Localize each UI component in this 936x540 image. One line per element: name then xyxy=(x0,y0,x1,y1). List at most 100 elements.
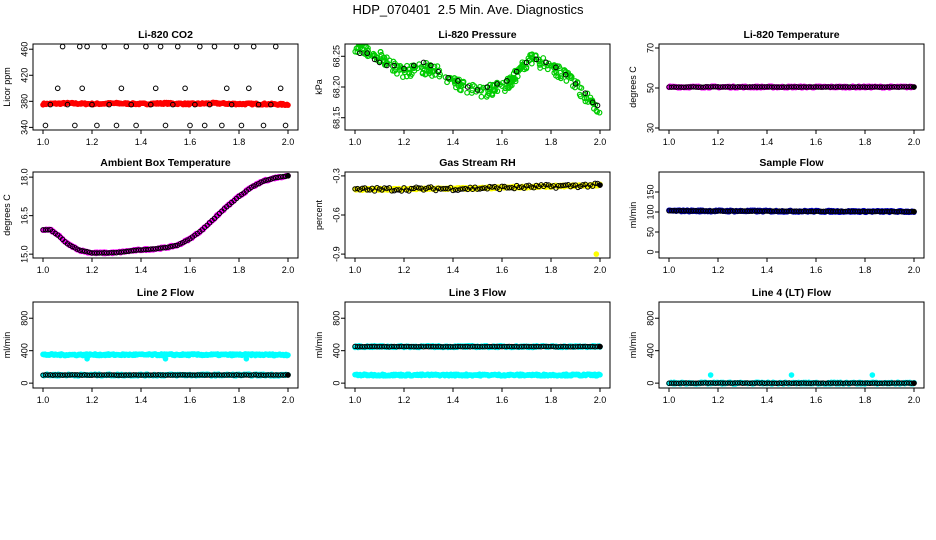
data-point xyxy=(720,380,726,386)
data-point xyxy=(150,246,156,252)
data-point xyxy=(681,380,687,386)
data-point xyxy=(695,208,702,214)
data-point xyxy=(382,61,389,68)
data-point xyxy=(442,343,449,350)
data-point xyxy=(428,343,434,350)
data-point xyxy=(570,182,576,189)
data-point xyxy=(400,74,406,81)
data-point xyxy=(886,380,893,386)
data-point xyxy=(901,380,907,386)
data-point xyxy=(94,250,100,256)
data-point xyxy=(116,372,122,378)
data-point xyxy=(502,88,508,95)
data-point xyxy=(433,343,439,350)
data-point xyxy=(810,380,817,386)
data-point xyxy=(381,185,388,191)
data-point xyxy=(357,50,363,57)
series-10-hz-co2 xyxy=(40,99,291,108)
data-point xyxy=(771,208,778,214)
data-point xyxy=(106,101,112,108)
data-point xyxy=(123,372,130,378)
data-point xyxy=(576,91,583,98)
data-point xyxy=(884,84,890,90)
data-point xyxy=(450,187,456,194)
data-point xyxy=(577,343,584,350)
data-point xyxy=(754,208,760,214)
y-axis-label: percent xyxy=(314,199,324,230)
data-point xyxy=(425,343,432,350)
data-point xyxy=(867,208,873,215)
data-point xyxy=(678,380,684,386)
data-point xyxy=(460,343,466,350)
data-point xyxy=(703,380,709,386)
y-tick-label: 460 xyxy=(19,42,29,57)
data-point xyxy=(805,208,812,215)
data-point xyxy=(143,44,149,50)
data-point xyxy=(835,208,841,215)
data-point xyxy=(479,185,486,192)
data-point xyxy=(275,372,281,378)
panel-5: Gas Stream RH percent 1.0 1.2 1.4 1.6 1.8 2.0 -0… xyxy=(314,157,611,275)
data-point xyxy=(219,122,225,129)
data-point xyxy=(737,84,743,90)
data-point xyxy=(228,101,235,108)
x-tick-label: 1.8 xyxy=(545,137,558,147)
y-tick-label: 30 xyxy=(645,123,655,133)
data-point xyxy=(483,93,490,100)
data-point xyxy=(554,63,561,69)
data-point xyxy=(72,372,78,378)
series-2-5-min-avg xyxy=(666,207,917,215)
data-point xyxy=(42,227,49,233)
data-point xyxy=(123,248,130,255)
data-point xyxy=(732,380,738,386)
data-point xyxy=(543,181,549,188)
data-point xyxy=(759,208,765,214)
data-point xyxy=(847,380,853,386)
data-point xyxy=(153,372,159,378)
data-point xyxy=(514,344,520,350)
data-point xyxy=(712,84,719,90)
data-point xyxy=(484,343,490,350)
data-point xyxy=(764,208,770,214)
data-point xyxy=(148,246,154,252)
data-point xyxy=(889,208,895,215)
data-point xyxy=(406,343,412,350)
data-point xyxy=(722,208,729,214)
data-point xyxy=(779,208,785,214)
data-point xyxy=(72,122,78,129)
data-point xyxy=(202,372,208,378)
data-point xyxy=(79,248,85,254)
data-point xyxy=(479,343,486,350)
data-point xyxy=(182,85,188,92)
data-point xyxy=(89,101,95,108)
data-point xyxy=(469,87,476,94)
data-point xyxy=(453,84,459,91)
data-point xyxy=(776,380,782,386)
y-tick-label: 400 xyxy=(645,343,655,358)
series-10-hz-rh xyxy=(352,181,603,257)
data-point xyxy=(265,177,272,183)
panel-8: Line 3 Flow ml/min 1.0 1.2 1.4 1.6 1.8 2.0 0 400 8… xyxy=(314,287,611,405)
data-point xyxy=(587,343,593,350)
x-tick-label: 2.0 xyxy=(594,265,607,275)
data-point xyxy=(825,84,831,90)
data-point xyxy=(170,372,176,378)
data-point xyxy=(548,343,554,350)
data-point xyxy=(204,372,210,378)
data-point xyxy=(376,343,383,350)
data-point xyxy=(752,208,758,214)
data-point xyxy=(673,208,680,214)
data-point xyxy=(162,122,169,129)
data-point xyxy=(143,372,149,378)
plot-frame xyxy=(32,43,299,131)
data-point xyxy=(77,372,83,378)
x-tick-label: 1.8 xyxy=(859,137,872,147)
y-tick-label: 0 xyxy=(645,381,655,386)
data-point xyxy=(157,245,164,251)
data-point xyxy=(543,59,549,66)
data-point xyxy=(418,343,424,350)
data-point xyxy=(681,84,687,90)
data-point xyxy=(477,186,483,192)
data-point xyxy=(695,380,702,386)
data-point xyxy=(197,44,203,50)
